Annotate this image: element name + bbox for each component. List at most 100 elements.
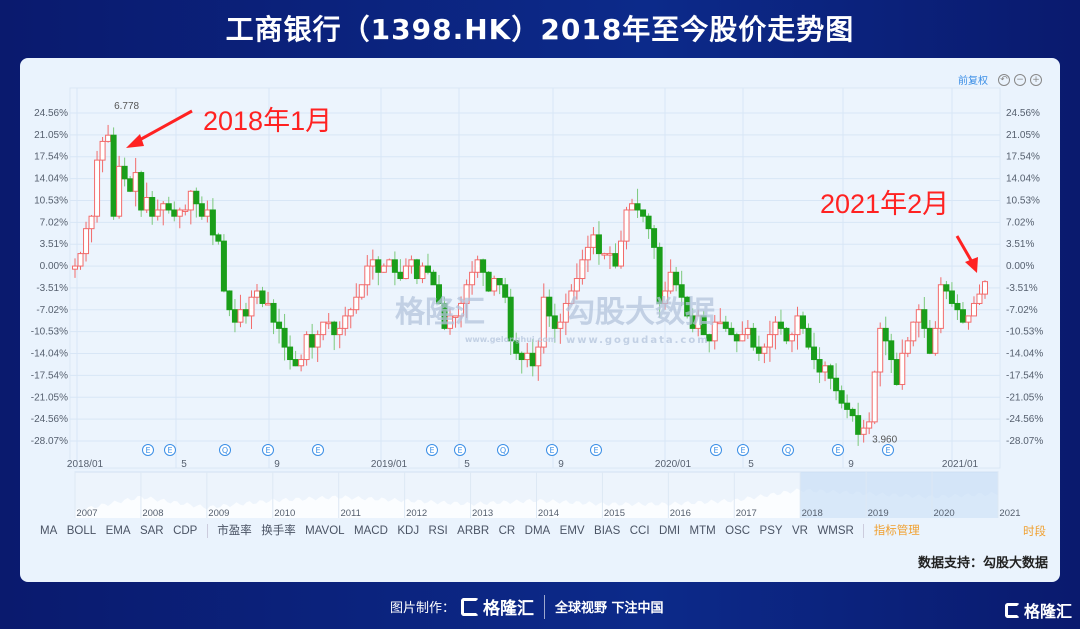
event-marker-e[interactable]: E [262,444,274,456]
event-marker-e[interactable]: E [454,444,466,456]
candle-body [822,365,829,373]
candle-body [623,209,630,242]
candle [391,251,398,286]
candle [110,127,117,220]
candle-body [209,209,216,236]
navigator-year: 2009 [208,508,229,518]
candle [849,407,856,422]
indicator-manage-button[interactable]: 指标管理 [873,525,920,537]
indicator-0[interactable]: MA [40,525,58,537]
event-marker-text: E [593,446,598,455]
candle [827,363,834,390]
candle-body [557,321,564,329]
event-marker-e[interactable]: E [882,444,894,456]
event-marker-e[interactable]: E [590,444,602,456]
candle [83,221,90,262]
candle [788,332,795,353]
candle-body [270,302,277,323]
indicator-17[interactable]: DMI [658,525,681,537]
stock-chart[interactable]: 24.56% 24.56% 21.05% 21.05% 17.54% 17.54% 14.0… [20,58,1060,518]
candle [844,394,851,419]
zoom-out-icon[interactable]: − [1014,73,1026,86]
candle [127,176,134,193]
indicator-22[interactable]: WMSR [817,525,854,537]
candle [231,299,238,333]
navigator-selection[interactable] [800,472,998,518]
candle [116,155,123,219]
candle [590,227,597,255]
g-logo-icon [1004,602,1020,618]
indicator-8[interactable]: MACD [354,525,388,537]
event-marker-q[interactable]: Q [219,444,231,456]
candle [766,320,773,362]
candle-body [215,234,222,242]
indicator-5[interactable]: 市盈率 [217,525,252,537]
event-marker-e[interactable]: E [426,444,438,456]
indicator-11[interactable]: ARBR [457,525,490,537]
period-button[interactable]: 时段 [1023,524,1046,538]
indicator-16[interactable]: CCI [629,525,650,537]
indicator-6[interactable]: 换手率 [261,525,296,537]
candle [728,322,735,336]
candle [182,204,189,216]
indicator-10[interactable]: RSI [428,525,448,537]
candle-body [827,365,834,379]
zoom-in-icon[interactable]: + [1030,73,1042,86]
event-marker-text: Q [500,446,506,455]
candle [579,249,586,285]
y-label-left: -21.05% [31,392,68,403]
indicator-1[interactable]: BOLL [66,525,97,537]
candle-body [303,334,310,361]
arrow-2018 [133,109,193,145]
brand-logo: 格隆汇 [461,594,534,619]
candle-body [242,309,249,317]
indicator-15[interactable]: BIAS [594,525,621,537]
indicator-19[interactable]: OSC [725,525,751,537]
event-marker-e[interactable]: E [710,444,722,456]
event-marker-q[interactable]: Q [497,444,509,456]
indicator-4[interactable]: CDP [173,525,198,537]
indicator-2[interactable]: EMA [105,525,131,537]
indicator-13[interactable]: DMA [524,525,551,537]
indicator-18[interactable]: MTM [689,525,716,537]
candle-body [965,315,972,323]
annotation-2021-02: 2021年2月 [820,189,950,219]
candle-body [375,259,382,273]
candle-body [391,259,398,273]
event-marker-e[interactable]: E [164,444,176,456]
candle [458,296,465,328]
candle-body [844,402,851,410]
candle-body [524,352,531,361]
undo-icon[interactable]: ↶ [998,73,1010,86]
candle [926,319,933,355]
event-marker-e[interactable]: E [546,444,558,456]
indicator-9[interactable]: KDJ [397,525,420,537]
indicator-14[interactable]: EMV [559,525,585,537]
event-marker-e[interactable]: E [142,444,154,456]
event-marker-e[interactable]: E [737,444,749,456]
candle [640,209,647,223]
candle-body [811,346,818,361]
candle [132,157,139,207]
candle-body [640,209,647,217]
candle [557,313,564,344]
indicator-7[interactable]: MAVOL [305,525,345,537]
event-marker-e[interactable]: E [832,444,844,456]
event-marker-e[interactable]: E [312,444,324,456]
event-marker-q[interactable]: Q [782,444,794,456]
indicator-20[interactable]: PSY [759,525,783,537]
candle-body [772,321,779,336]
candle-body [72,265,78,270]
indicator-21[interactable]: VR [792,525,808,537]
y-label-left: 7.02% [40,217,68,228]
candle [860,419,867,443]
indicator-3[interactable]: SAR [139,525,164,537]
event-marker-text: E [835,446,840,455]
candle [226,290,233,317]
candle-body [529,352,536,367]
candle [684,295,691,319]
adjust-button[interactable]: 前复权 [958,76,988,87]
candle [915,304,922,338]
x-tick-label: 9 [274,459,280,470]
indicator-12[interactable]: CR [498,525,516,537]
